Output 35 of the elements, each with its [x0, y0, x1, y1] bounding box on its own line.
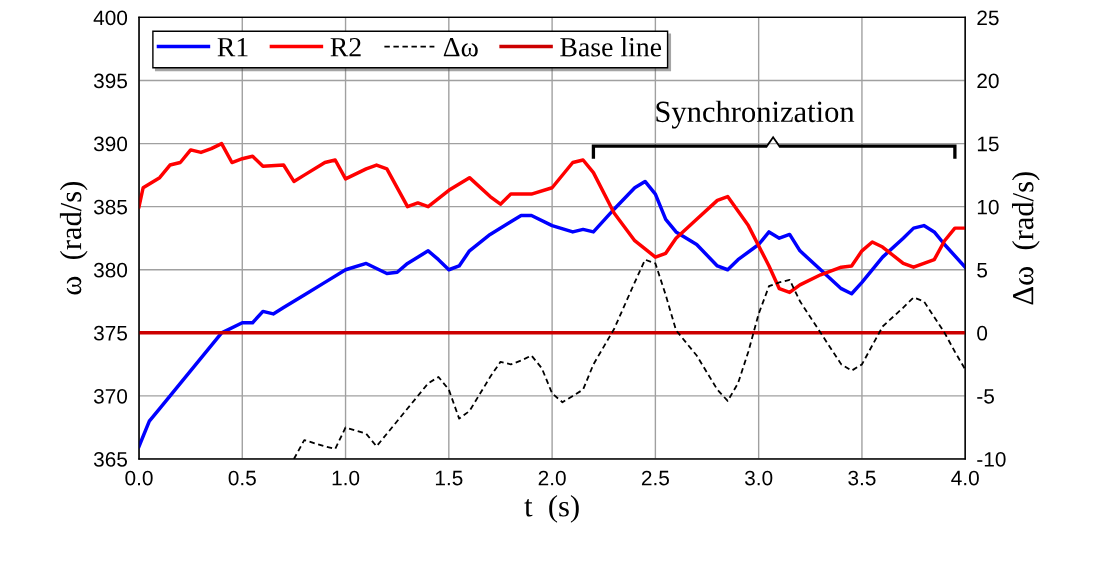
y-tick-label: 385 — [93, 199, 128, 215]
x-tick-label: 3.0 — [744, 470, 773, 486]
y2-tick-label: -10 — [977, 451, 1006, 467]
y-tick-label: 390 — [93, 136, 128, 152]
x-tick-label: 2.5 — [641, 470, 669, 486]
annotation: Synchronization — [656, 100, 855, 129]
x-tick-label: 1.0 — [332, 470, 360, 486]
x-tick-label: 0.5 — [228, 470, 256, 486]
y-tick-label: 370 — [93, 388, 128, 404]
line-series — [139, 141, 966, 295]
y-axis-title: ω (rad/s) — [59, 181, 88, 295]
legend-label: Base line — [560, 37, 662, 57]
y-tick-label: 375 — [93, 325, 128, 341]
y2-tick-label: 20 — [977, 73, 999, 89]
y-tick-label: 365 — [93, 451, 128, 467]
y2-tick-label: 10 — [977, 199, 999, 215]
x-axis-title: t (s) — [524, 495, 579, 523]
y-tick-label: 395 — [93, 73, 128, 89]
x-tick-label: 2.0 — [538, 470, 566, 486]
legend-label: Δω — [443, 37, 478, 57]
x-tick-label: 3.5 — [848, 470, 876, 486]
x-tick-label: 1.5 — [435, 470, 463, 486]
line-series — [139, 179, 966, 449]
y2-tick-label: 5 — [977, 262, 988, 278]
y2-tick-label: 15 — [977, 136, 999, 152]
y2-tick-label: -5 — [977, 389, 994, 404]
legend-label: R1 — [217, 37, 248, 57]
y2-tick-label: 25 — [977, 10, 999, 26]
x-tick-label: 0.0 — [125, 470, 153, 486]
x-tick-label: 4.0 — [951, 470, 979, 486]
legend-label: R2 — [330, 37, 361, 57]
y-tick-label: 400 — [93, 10, 128, 26]
y2-tick-label: 0 — [977, 325, 988, 341]
y-tick-label: 380 — [93, 262, 128, 278]
y2-axis-title: Δω (rad/s) — [1011, 172, 1040, 305]
